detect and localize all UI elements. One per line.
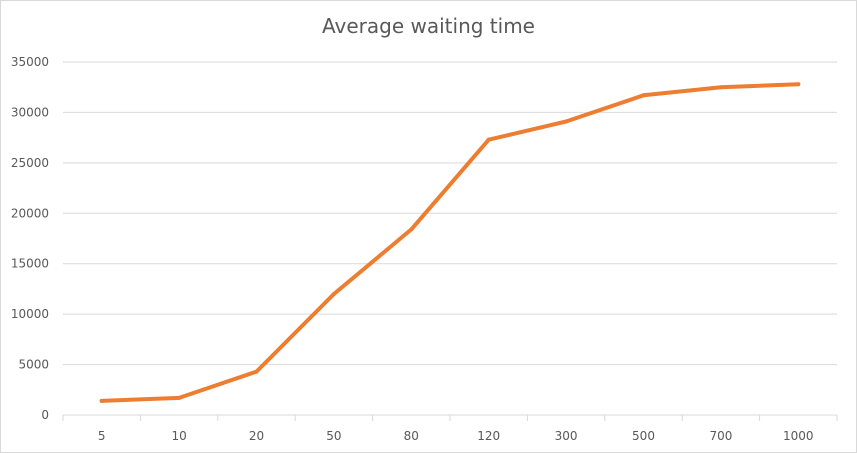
y-tick-label: 10000 [11, 307, 49, 321]
x-tick-label: 50 [326, 429, 341, 443]
y-tick-label: 5000 [18, 358, 49, 372]
y-tick-label: 30000 [11, 105, 49, 119]
data-point [177, 395, 182, 400]
x-tick-label: 80 [404, 429, 419, 443]
x-tick-label: 10 [171, 429, 186, 443]
y-tick-label: 0 [41, 408, 49, 422]
data-point [796, 82, 801, 87]
series-layer [99, 82, 801, 403]
data-point [99, 398, 104, 403]
x-axis: 5 10 20 50 80 120 300 500 700 1000 [62, 414, 838, 443]
x-tick-label: 120 [477, 429, 500, 443]
chart-title: Average waiting time [322, 14, 535, 38]
y-tick-label: 25000 [11, 156, 49, 170]
series-line [99, 82, 801, 403]
data-point [409, 227, 414, 232]
y-tick-label: 20000 [11, 206, 49, 220]
x-tick-label: 20 [249, 429, 264, 443]
gridlines [63, 61, 837, 366]
x-tick-label: 5 [98, 429, 106, 443]
data-point [564, 119, 569, 124]
x-tick-label: 500 [632, 429, 655, 443]
x-tick-label: 300 [555, 429, 578, 443]
y-tick-label: 35000 [11, 55, 49, 69]
y-tick-label: 15000 [11, 257, 49, 271]
data-point [641, 93, 646, 98]
data-point [331, 291, 336, 296]
data-point [718, 85, 723, 90]
y-axis: 0 5000 10000 15000 20000 25000 30000 35000 [11, 55, 49, 422]
data-point [486, 137, 491, 142]
x-tick-label: 700 [709, 429, 732, 443]
x-tick-label: 1000 [783, 429, 814, 443]
data-point [254, 369, 259, 374]
